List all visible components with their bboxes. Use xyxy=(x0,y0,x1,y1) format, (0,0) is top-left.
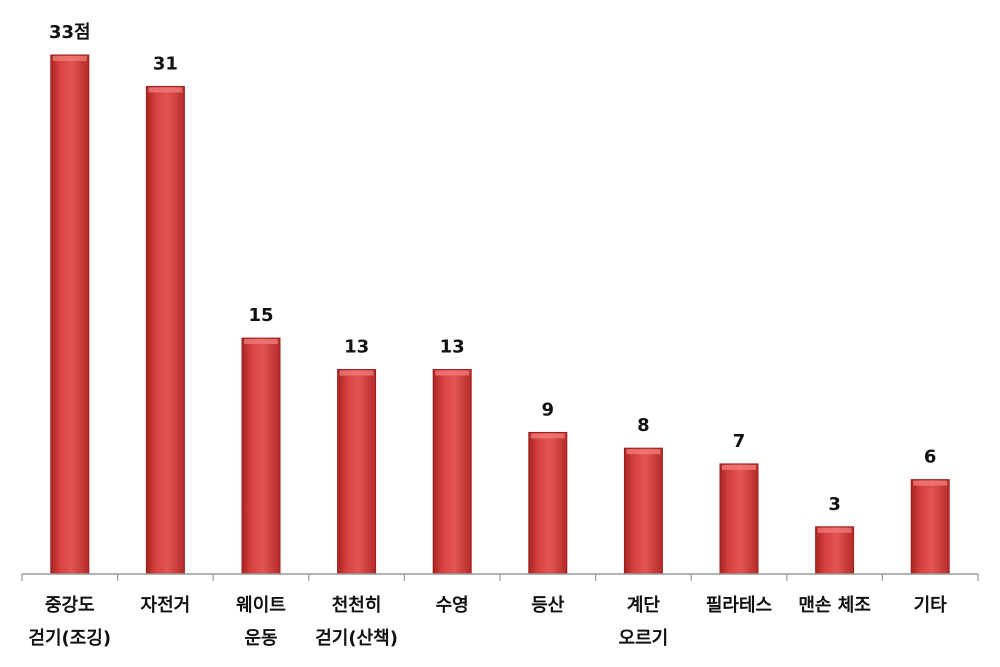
bar-group xyxy=(241,337,281,575)
bar-highlight xyxy=(148,87,183,93)
bar xyxy=(432,369,472,575)
bar-group xyxy=(50,54,90,575)
bar-group xyxy=(145,85,185,575)
category-label: 필라테스 xyxy=(706,595,772,616)
bar xyxy=(50,54,90,575)
data-label: 15 xyxy=(248,305,273,326)
data-label: 9 xyxy=(542,399,555,420)
bar-group xyxy=(719,463,759,575)
bars xyxy=(50,54,950,575)
bar-group xyxy=(337,369,377,575)
bar xyxy=(623,447,663,575)
bar xyxy=(241,337,281,575)
data-label: 31 xyxy=(153,53,178,74)
data-label: 3 xyxy=(828,494,841,515)
bar xyxy=(337,369,377,575)
bar-group xyxy=(432,369,472,575)
category-label: 웨이트 xyxy=(236,595,286,616)
data-label: 13 xyxy=(344,337,369,358)
bar-group xyxy=(623,447,663,575)
bar-highlight xyxy=(913,480,948,486)
category-label: 등산 xyxy=(531,595,565,616)
bar-highlight xyxy=(435,370,470,376)
category-label: 계단 xyxy=(627,595,661,616)
bar-highlight xyxy=(339,370,374,376)
category-label: 운동 xyxy=(244,628,277,649)
bar-group xyxy=(528,431,568,575)
data-label: 13 xyxy=(440,337,465,358)
bar xyxy=(145,85,185,575)
data-label: 6 xyxy=(924,447,937,468)
x-axis xyxy=(21,573,979,581)
category-label: 맨손 체조 xyxy=(798,595,871,616)
category-label: 수영 xyxy=(436,595,469,616)
data-label: 33점 xyxy=(49,22,91,43)
category-label: 천천히 xyxy=(332,595,382,616)
category-label: 중강도 xyxy=(45,595,95,616)
bar xyxy=(528,431,568,575)
category-label: 걷기(조깅) xyxy=(28,628,111,649)
data-label: 8 xyxy=(637,415,650,436)
bar xyxy=(719,463,759,575)
bar-highlight xyxy=(52,56,87,61)
bar-group xyxy=(910,479,950,575)
category-label: 오르기 xyxy=(619,628,669,649)
bar-group xyxy=(815,526,855,575)
category-label: 걷기(산책) xyxy=(315,628,398,649)
category-label: 기타 xyxy=(914,595,948,616)
bar-highlight xyxy=(817,527,852,533)
category-label: 자전거 xyxy=(141,595,191,616)
bar-highlight xyxy=(530,433,565,439)
bar xyxy=(910,479,950,575)
bar-highlight xyxy=(626,449,661,455)
data-label: 7 xyxy=(733,431,746,452)
bar xyxy=(815,526,855,575)
data-labels: 33점 31 15 13 13 9 8 7 3 6 xyxy=(49,22,936,515)
bar-highlight xyxy=(244,339,278,345)
bar-highlight xyxy=(722,464,756,470)
